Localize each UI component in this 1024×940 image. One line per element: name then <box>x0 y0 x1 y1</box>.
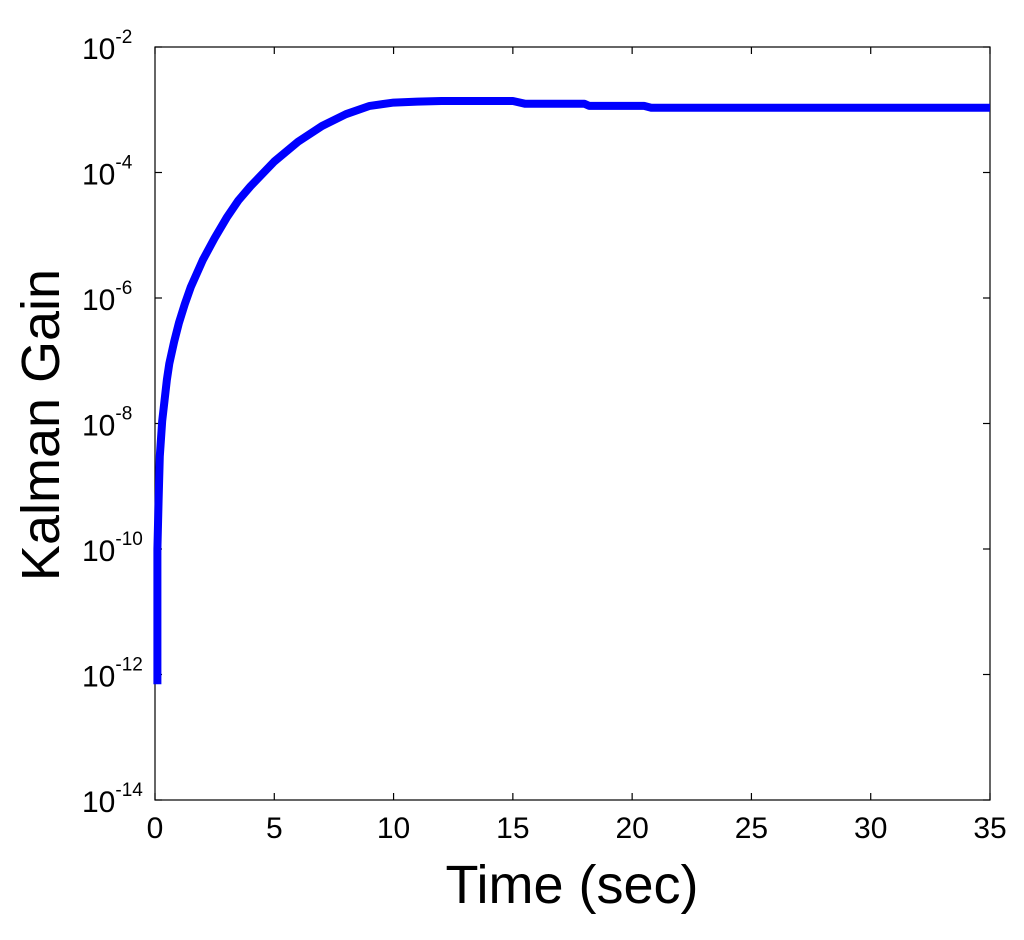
y-tick-exponent: -12 <box>115 655 142 676</box>
series-layer <box>153 97 990 685</box>
x-axis-label: Time (sec) <box>446 855 699 915</box>
y-tick-base: 10 <box>82 535 115 568</box>
y-tick-exponent: -14 <box>115 780 143 801</box>
y-tick-base: 10 <box>82 284 115 317</box>
y-tick-base: 10 <box>82 410 115 443</box>
x-tick-label: 30 <box>854 812 887 845</box>
y-tick-exponent: -4 <box>115 153 132 174</box>
labels: Time (sec) Kalman Gain <box>11 269 699 915</box>
y-tick-label: 10-12 <box>82 655 143 694</box>
x-tick-label: 15 <box>496 812 529 845</box>
y-tick-label: 10-10 <box>82 529 143 568</box>
y-tick-base: 10 <box>82 33 115 66</box>
y-tick-base: 10 <box>82 661 115 694</box>
y-tick-label: 10-6 <box>82 278 132 317</box>
y-tick-exponent: -6 <box>115 278 132 299</box>
y-tick-label: 10-14 <box>82 780 143 819</box>
y-tick-label: 10-2 <box>82 27 132 66</box>
y-tick-exponent: -8 <box>115 404 132 425</box>
axes: 0 5 10 15 20 25 30 3510-210-410-610-810-1010-12… <box>82 27 1007 845</box>
y-tick-exponent: -2 <box>115 27 132 48</box>
series-line <box>153 97 990 685</box>
y-tick-exponent: -10 <box>115 529 142 550</box>
y-tick-base: 10 <box>82 159 115 192</box>
x-tick-label: 35 <box>973 812 1006 845</box>
y-tick-label: 10-8 <box>82 404 132 443</box>
x-tick-label: 20 <box>615 812 648 845</box>
x-tick-label: 0 <box>147 812 164 845</box>
x-tick-label: 5 <box>266 812 283 845</box>
y-axis-label: Kalman Gain <box>11 269 71 581</box>
x-tick-label: 25 <box>735 812 768 845</box>
y-tick-label: 10-4 <box>82 153 133 192</box>
y-tick-base: 10 <box>82 786 115 819</box>
x-tick-label: 10 <box>377 812 410 845</box>
